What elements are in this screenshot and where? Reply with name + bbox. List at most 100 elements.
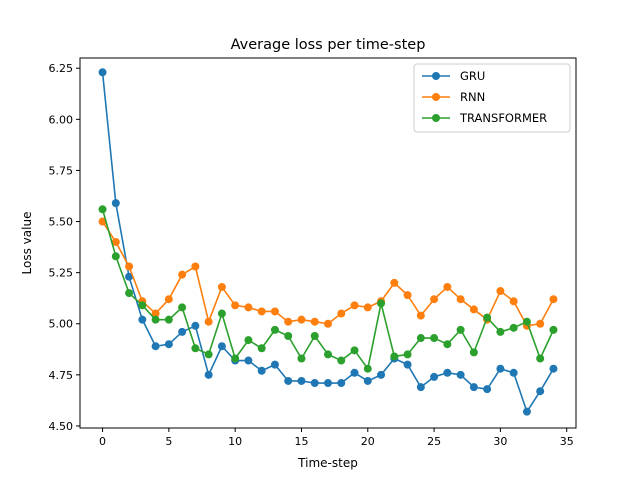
data-point-transformer	[284, 332, 293, 341]
data-point-rnn	[337, 309, 346, 318]
data-point-rnn	[217, 282, 226, 291]
x-tick-label: 5	[165, 435, 172, 448]
x-axis-label: Time-step	[297, 456, 358, 470]
x-tick-label: 10	[228, 435, 242, 448]
data-point-gru	[522, 407, 531, 416]
data-point-rnn	[297, 315, 306, 324]
series-layer	[98, 68, 558, 416]
x-tick-label: 20	[361, 435, 375, 448]
data-point-transformer	[337, 356, 346, 365]
data-point-rnn	[164, 295, 173, 304]
data-point-gru	[178, 327, 187, 336]
data-point-gru	[244, 356, 253, 365]
data-point-gru	[125, 272, 134, 281]
data-point-transformer	[483, 313, 492, 322]
data-point-rnn	[403, 291, 412, 300]
data-point-rnn	[430, 295, 439, 304]
data-point-transformer	[204, 350, 213, 359]
data-point-gru	[337, 379, 346, 388]
data-point-transformer	[111, 252, 120, 261]
data-point-transformer	[416, 334, 425, 343]
x-tick-label: 15	[294, 435, 308, 448]
data-point-rnn	[111, 237, 120, 246]
data-point-rnn	[257, 307, 266, 316]
chart-title: Average loss per time-step	[231, 37, 426, 53]
legend-swatch-marker	[432, 93, 440, 101]
data-point-rnn	[324, 319, 332, 328]
plot-area-frame	[79, 57, 577, 429]
data-point-gru	[111, 199, 120, 208]
data-point-transformer	[125, 289, 134, 298]
x-tick-label: 25	[427, 435, 441, 448]
data-point-rnn	[536, 319, 545, 328]
legend-item-rnn: RNN	[422, 90, 485, 104]
legend-swatch-marker	[432, 72, 440, 80]
data-point-gru	[536, 387, 545, 396]
data-point-transformer	[390, 352, 399, 361]
data-point-transformer	[350, 346, 359, 355]
data-point-rnn	[443, 282, 452, 291]
data-point-rnn	[390, 278, 399, 287]
data-point-gru	[456, 370, 465, 379]
data-point-gru	[483, 385, 492, 394]
data-point-gru	[270, 360, 279, 369]
data-point-rnn	[98, 217, 107, 226]
data-point-transformer	[430, 334, 439, 343]
data-point-rnn	[204, 317, 213, 326]
data-point-rnn	[270, 307, 279, 316]
data-point-transformer	[270, 325, 279, 334]
legend: GRU RNN TRANSFORMER	[413, 63, 571, 133]
data-point-rnn	[350, 301, 359, 310]
x-tick-label: 0	[99, 435, 106, 448]
data-point-gru	[138, 315, 147, 324]
data-point-transformer	[231, 354, 240, 363]
y-axis: 4.50 4.75 5.00 5.25 5.50 5.75 6.00 6.25	[49, 62, 80, 433]
data-point-transformer	[496, 327, 505, 336]
y-tick-label: 5.75	[49, 164, 74, 177]
data-point-rnn	[469, 305, 478, 314]
data-point-transformer	[257, 344, 266, 353]
data-point-transformer	[363, 364, 372, 373]
data-point-transformer	[443, 340, 452, 349]
data-point-transformer	[297, 354, 306, 363]
data-point-rnn	[496, 287, 505, 296]
data-point-rnn	[191, 262, 200, 271]
data-point-transformer	[509, 323, 518, 332]
data-point-gru	[324, 379, 332, 388]
data-point-transformer	[164, 315, 173, 324]
data-point-gru	[257, 366, 266, 375]
data-point-transformer	[178, 303, 187, 312]
data-point-rnn	[509, 297, 518, 306]
data-point-transformer	[217, 309, 226, 318]
x-axis: 0 5 10 15 20 25 30 35	[99, 428, 574, 448]
data-point-gru	[151, 342, 160, 351]
data-point-rnn	[416, 311, 425, 320]
data-point-transformer	[403, 350, 412, 359]
y-tick-label: 5.00	[49, 318, 74, 331]
data-point-transformer	[469, 348, 478, 357]
data-point-gru	[217, 342, 226, 351]
data-point-transformer	[191, 344, 200, 353]
data-point-transformer	[138, 301, 147, 310]
data-point-gru	[430, 372, 439, 381]
data-point-rnn	[125, 262, 134, 271]
y-tick-label: 4.75	[49, 369, 74, 382]
y-axis-label: Loss value	[20, 212, 34, 275]
data-point-gru	[284, 376, 293, 385]
data-point-gru	[549, 364, 558, 373]
data-point-gru	[509, 368, 518, 377]
data-point-rnn	[310, 317, 319, 326]
legend-swatch-marker	[432, 114, 440, 122]
data-point-gru	[377, 370, 386, 379]
data-point-gru	[350, 368, 359, 377]
y-tick-label: 6.25	[49, 62, 74, 75]
y-tick-label: 5.25	[49, 267, 74, 280]
data-point-rnn	[284, 317, 293, 326]
data-point-transformer	[377, 299, 386, 308]
data-point-rnn	[549, 295, 558, 304]
legend-item-gru: GRU	[422, 69, 485, 83]
data-point-gru	[469, 383, 478, 392]
data-point-transformer	[98, 205, 107, 214]
